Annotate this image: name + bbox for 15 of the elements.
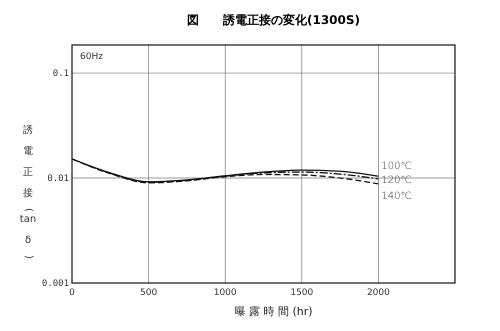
y-tick-label: 0.01 (47, 174, 69, 184)
y-tick-label: 0.001 (42, 279, 69, 289)
y-axis-title: 誘電正接(tanδ) (20, 125, 36, 259)
x-tick-label: 1500 (290, 288, 314, 298)
y-tick-label: 0.1 (52, 69, 69, 80)
x-axis-title: 曝 露 時 間 (hr) (234, 305, 313, 318)
x-tick-label: 1000 (214, 288, 237, 298)
annotation: 60Hz (80, 52, 104, 62)
chart-title: 図 誘電正接の変化(1300S) (186, 13, 360, 27)
series-label: 100℃ (381, 161, 412, 172)
series-label: 120℃ (381, 174, 412, 186)
x-tick-label: 500 (140, 288, 158, 298)
x-tick-label: 2000 (366, 288, 390, 298)
series-label: 140℃ (381, 190, 412, 202)
x-tick-label: 0 (69, 288, 76, 298)
